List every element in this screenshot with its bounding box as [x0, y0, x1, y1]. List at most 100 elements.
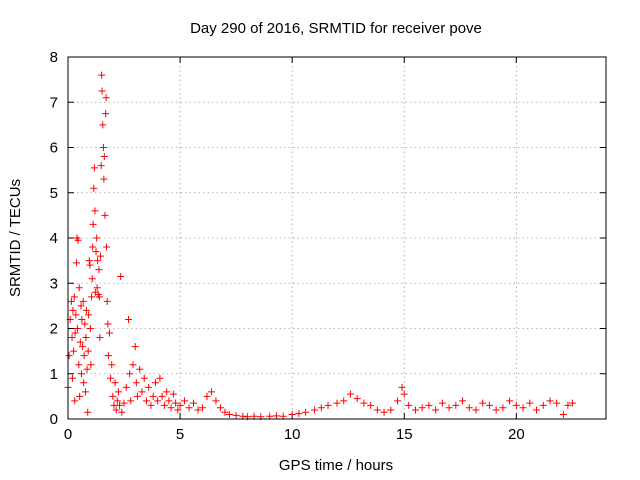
data-point — [288, 410, 296, 418]
x-axis-label: GPS time / hours — [279, 457, 393, 474]
data-point — [71, 329, 79, 337]
data-point — [533, 406, 541, 414]
data-point — [129, 361, 137, 369]
data-point — [104, 352, 112, 360]
data-point — [147, 401, 155, 409]
data-point — [78, 315, 86, 323]
data-point — [85, 257, 93, 265]
data-point — [69, 306, 77, 314]
data-point — [79, 343, 87, 351]
data-point — [93, 234, 101, 242]
data-point — [459, 397, 467, 405]
data-point — [432, 406, 440, 414]
data-point — [97, 252, 105, 260]
data-point — [82, 334, 90, 342]
data-point — [485, 401, 493, 409]
data-point — [405, 401, 413, 409]
axis-ticks: 0 5 10 15 20 0 1 2 3 4 5 6 7 8 — [50, 49, 606, 443]
x-tick-label: 10 — [284, 426, 301, 443]
data-point — [149, 392, 157, 400]
data-point — [333, 399, 341, 407]
data-point — [131, 343, 139, 351]
data-point — [120, 399, 128, 407]
data-point — [103, 297, 111, 305]
data-point — [80, 379, 88, 387]
data-point — [81, 320, 89, 328]
data-point — [86, 325, 94, 332]
data-point — [118, 408, 126, 416]
data-point — [400, 390, 408, 398]
data-point — [526, 399, 534, 407]
data-point — [156, 374, 164, 382]
data-point — [99, 121, 107, 129]
data-point — [125, 315, 133, 323]
data-point — [174, 406, 182, 414]
data-point — [133, 392, 141, 400]
data-point — [559, 410, 567, 418]
data-point — [272, 412, 280, 420]
data-point — [89, 243, 97, 251]
data-point — [84, 408, 92, 416]
y-tick-label: 7 — [50, 94, 58, 111]
data-point — [207, 388, 215, 396]
data-point — [418, 404, 426, 412]
data-point — [97, 162, 105, 170]
x-tick-label: 0 — [64, 426, 72, 443]
data-point — [190, 399, 198, 407]
data-point — [112, 406, 120, 414]
data-point — [88, 293, 96, 301]
data-point — [87, 361, 95, 369]
data-point — [394, 397, 402, 405]
data-point — [103, 243, 111, 251]
data-point — [225, 410, 233, 418]
y-tick-label: 5 — [50, 185, 58, 202]
data-point — [539, 401, 547, 409]
data-point — [100, 153, 108, 161]
data-point — [232, 411, 240, 419]
data-point — [138, 388, 146, 396]
data-point — [553, 399, 561, 407]
data-point — [438, 399, 446, 407]
data-point — [472, 406, 480, 414]
data-point — [445, 404, 453, 412]
data-point — [492, 406, 500, 414]
data-point — [93, 284, 101, 292]
data-point — [142, 397, 150, 405]
data-point — [113, 397, 121, 405]
data-point — [452, 401, 460, 409]
data-point — [114, 388, 122, 396]
data-point — [99, 144, 107, 151]
data-point — [353, 395, 361, 403]
data-point — [102, 94, 110, 102]
data-point — [117, 272, 125, 280]
y-tick-label: 8 — [50, 49, 58, 66]
data-point — [105, 329, 113, 337]
data-point — [74, 236, 82, 244]
data-point — [512, 401, 520, 409]
data-point — [107, 374, 115, 382]
data-point — [85, 311, 93, 319]
data-point — [82, 306, 90, 314]
data-point — [169, 390, 177, 398]
grid — [68, 57, 606, 419]
data-point — [68, 374, 76, 382]
data-point — [203, 392, 211, 400]
data-point — [163, 388, 171, 396]
data-point — [479, 399, 487, 407]
y-tick-label: 2 — [50, 321, 58, 338]
data-point — [165, 397, 173, 405]
data-point — [104, 320, 112, 328]
data-point — [68, 334, 76, 342]
data-point — [101, 211, 109, 219]
y-tick-label: 0 — [50, 411, 58, 428]
data-point — [181, 397, 189, 405]
data-points — [64, 71, 576, 421]
data-point — [111, 379, 119, 387]
data-point — [546, 397, 554, 405]
data-point — [94, 257, 102, 265]
data-point — [216, 404, 224, 412]
data-point — [73, 259, 81, 267]
x-tick-label: 5 — [176, 426, 184, 443]
data-point — [373, 406, 381, 414]
